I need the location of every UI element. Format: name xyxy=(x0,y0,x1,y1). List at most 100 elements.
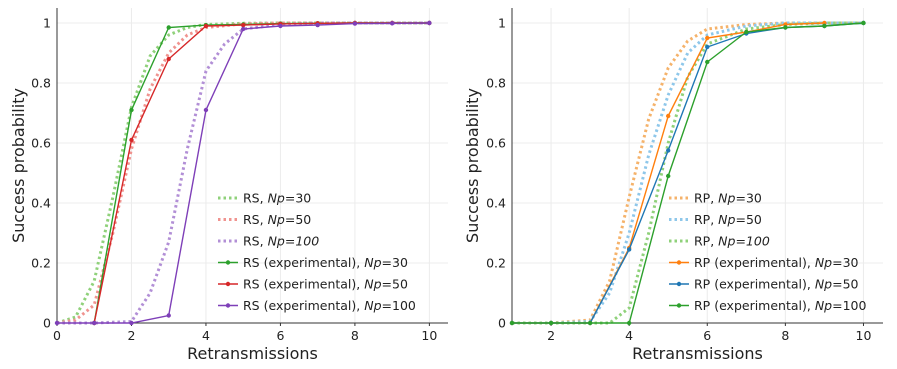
data-point xyxy=(626,320,632,326)
data-point xyxy=(587,320,593,326)
legend-label: RS (experimental), Np=100 xyxy=(243,298,416,313)
data-point xyxy=(166,313,171,318)
y-tick-label: 0.2 xyxy=(486,256,506,271)
data-point xyxy=(548,320,554,326)
legend-label-var: Np xyxy=(718,191,735,206)
legend-swatch-marker xyxy=(225,260,231,265)
x-tick-label: 2 xyxy=(127,328,135,343)
data-point xyxy=(427,20,432,26)
data-point xyxy=(666,173,671,179)
legend-label-var: Np xyxy=(815,298,832,313)
data-point xyxy=(278,23,283,29)
y-tick-label: 1 xyxy=(498,16,506,31)
legend-label-var: Np=100 xyxy=(268,234,320,249)
legend-label-suffix: =30 xyxy=(735,191,761,206)
y-tick-label: 0.6 xyxy=(486,136,506,151)
y-tick-label: 0.4 xyxy=(31,196,51,211)
legend-label-prefix: RS, xyxy=(243,191,268,206)
legend-label-var: Np xyxy=(268,191,285,206)
x-tick-label: 8 xyxy=(781,328,789,343)
legend-label-suffix: =100 xyxy=(382,298,416,313)
legend-label: RP (experimental), Np=100 xyxy=(694,298,867,313)
y-tick-label: 0.6 xyxy=(31,136,51,151)
x-tick-label: 6 xyxy=(276,328,284,343)
y-axis-label: Success probability xyxy=(463,88,482,243)
series-line-2 xyxy=(56,21,430,325)
y-tick-label: 0.8 xyxy=(486,76,506,91)
legend-label-prefix: RS (experimental), xyxy=(243,298,364,313)
legend-label: RP (experimental), Np=30 xyxy=(694,255,859,270)
data-point xyxy=(166,56,171,62)
legend-label-suffix: =50 xyxy=(735,212,761,227)
legend-label-prefix: RP (experimental), xyxy=(694,255,815,270)
data-point xyxy=(705,44,710,50)
data-point xyxy=(54,320,60,326)
legend-label-var: Np=100 xyxy=(718,234,770,249)
legend-label-prefix: RP, xyxy=(694,212,718,227)
legend-label: RS (experimental), Np=50 xyxy=(243,277,408,292)
legend-label-prefix: RP, xyxy=(694,234,718,249)
legend-swatch-marker xyxy=(676,303,682,308)
x-axis-label: Retransmissions xyxy=(187,344,318,363)
legend-label-suffix: =50 xyxy=(382,277,408,292)
legend-label-var: Np xyxy=(718,212,735,227)
series-line-6 xyxy=(512,22,864,324)
x-tick-label: 10 xyxy=(856,328,872,343)
legend-label: RS, Np=50 xyxy=(243,212,311,227)
legend-label-suffix: =50 xyxy=(832,277,858,292)
data-point xyxy=(240,26,246,32)
legend-swatch-marker xyxy=(676,260,682,265)
legend-swatch-marker xyxy=(676,281,682,287)
legend-swatch-marker xyxy=(225,303,231,308)
data-point xyxy=(744,29,749,35)
data-point xyxy=(509,320,515,326)
data-point xyxy=(129,107,134,113)
legend-label: RP (experimental), Np=50 xyxy=(694,277,859,292)
x-axis-label: Retransmissions xyxy=(632,344,763,363)
legend-label: RP, Np=30 xyxy=(694,191,762,206)
x-tick-label: 6 xyxy=(703,328,711,343)
data-point xyxy=(783,25,788,30)
x-tick-label: 2 xyxy=(547,328,555,343)
legend-label-var: Np xyxy=(364,255,381,270)
series-line-3 xyxy=(57,21,430,325)
data-point xyxy=(352,21,358,26)
legend-label-prefix: RS (experimental), xyxy=(243,255,364,270)
x-tick-label: 0 xyxy=(53,328,61,343)
x-tick-label: 4 xyxy=(625,328,633,343)
legend-label-prefix: RP (experimental), xyxy=(694,277,815,292)
legend-label-var: Np xyxy=(364,277,381,292)
y-tick-label: 1 xyxy=(43,16,51,31)
legend-label-prefix: RS, xyxy=(243,234,268,249)
data-point xyxy=(240,22,246,28)
legend-swatch-marker xyxy=(225,281,231,287)
legend-label: RP, Np=100 xyxy=(694,234,770,249)
y-tick-label: 0 xyxy=(43,316,51,331)
legend-label-suffix: =30 xyxy=(285,191,311,206)
x-tick-label: 4 xyxy=(202,328,210,343)
legend-label-var: Np xyxy=(268,212,285,227)
data-point xyxy=(129,137,134,143)
data-point xyxy=(203,107,209,113)
data-point xyxy=(861,20,866,26)
data-point xyxy=(166,25,171,30)
legend-label: RS (experimental), Np=30 xyxy=(243,255,408,270)
data-point xyxy=(315,22,320,28)
legend-label-prefix: RP, xyxy=(694,191,718,206)
chart-panel-2: 2 4 6 8 10 0 0.2 0.4 0.6 0.8 1 Retransmissions Succe… xyxy=(463,8,883,363)
legend-label-prefix: RP (experimental), xyxy=(694,298,815,313)
data-point xyxy=(705,59,710,65)
legend-label: RS, Np=30 xyxy=(243,191,311,206)
legend-label: RP, Np=50 xyxy=(694,212,762,227)
data-point xyxy=(92,320,97,326)
legend-label-var: Np xyxy=(815,277,832,292)
data-point xyxy=(822,23,827,29)
legend-label-prefix: RS, xyxy=(243,212,268,227)
y-tick-label: 0.4 xyxy=(486,196,506,211)
y-axis-label: Success probability xyxy=(9,88,28,243)
legend-label-suffix: =50 xyxy=(285,212,311,227)
legend-label-suffix: =30 xyxy=(382,255,408,270)
data-point xyxy=(626,247,632,252)
